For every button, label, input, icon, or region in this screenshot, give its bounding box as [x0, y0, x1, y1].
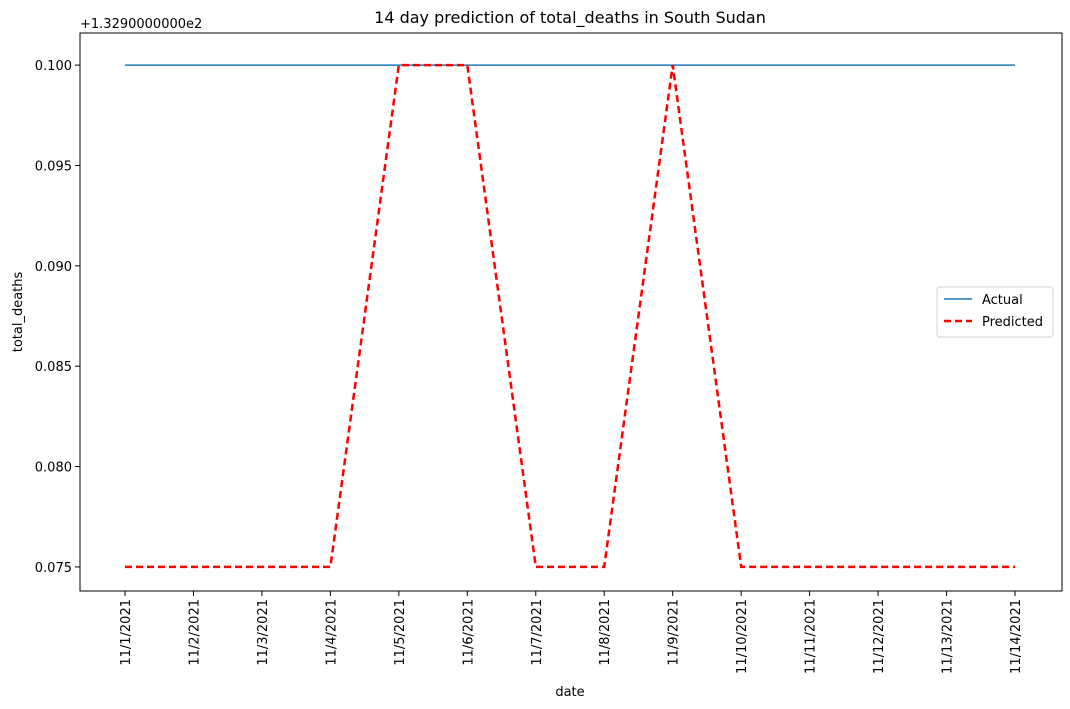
legend-predicted-label: Predicted — [982, 315, 1043, 330]
y-tick-label: 0.075 — [35, 561, 72, 576]
x-tick-label: 11/3/2021 — [256, 599, 271, 666]
y-axis-label: total_deaths — [11, 272, 26, 353]
x-tick-label: 11/6/2021 — [461, 599, 476, 666]
x-tick-label: 11/12/2021 — [872, 599, 887, 674]
x-axis: 11/1/2021 11/2/2021 11/3/2021 11/4/2021 11/5… — [119, 591, 1024, 674]
x-tick-label: 11/13/2021 — [941, 599, 956, 674]
chart-title: 14 day prediction of total_deaths in Sou… — [374, 8, 766, 28]
x-axis-label: date — [555, 685, 584, 700]
plot-area — [79, 32, 1063, 592]
x-tick-label: 11/7/2021 — [530, 599, 545, 666]
y-axis: 0.075 0.080 0.085 0.090 0.095 0.100 — [35, 59, 80, 576]
x-tick-label: 11/5/2021 — [393, 599, 408, 666]
y-offset-label: +1.3290000000e2 — [80, 17, 202, 32]
x-tick-label: 11/11/2021 — [804, 599, 819, 674]
x-tick-label: 11/9/2021 — [667, 599, 682, 666]
x-tick-label: 11/10/2021 — [735, 599, 750, 674]
x-tick-label: 11/8/2021 — [598, 599, 613, 666]
x-tick-label: 11/14/2021 — [1009, 599, 1024, 674]
y-tick-label: 0.095 — [35, 159, 72, 174]
y-tick-label: 0.085 — [35, 360, 72, 375]
x-tick-label: 11/2/2021 — [187, 599, 202, 666]
y-tick-label: 0.100 — [35, 59, 72, 74]
x-tick-label: 11/4/2021 — [324, 599, 339, 666]
x-tick-label: 11/1/2021 — [119, 599, 134, 666]
series-group — [125, 63, 1015, 569]
y-tick-label: 0.090 — [35, 260, 72, 275]
y-tick-label: 0.080 — [35, 461, 72, 476]
series-line-predicted — [125, 63, 1015, 569]
plot-frame — [79, 32, 1063, 592]
legend: Actual Predicted — [936, 286, 1054, 338]
legend-actual-label: Actual — [982, 293, 1023, 308]
